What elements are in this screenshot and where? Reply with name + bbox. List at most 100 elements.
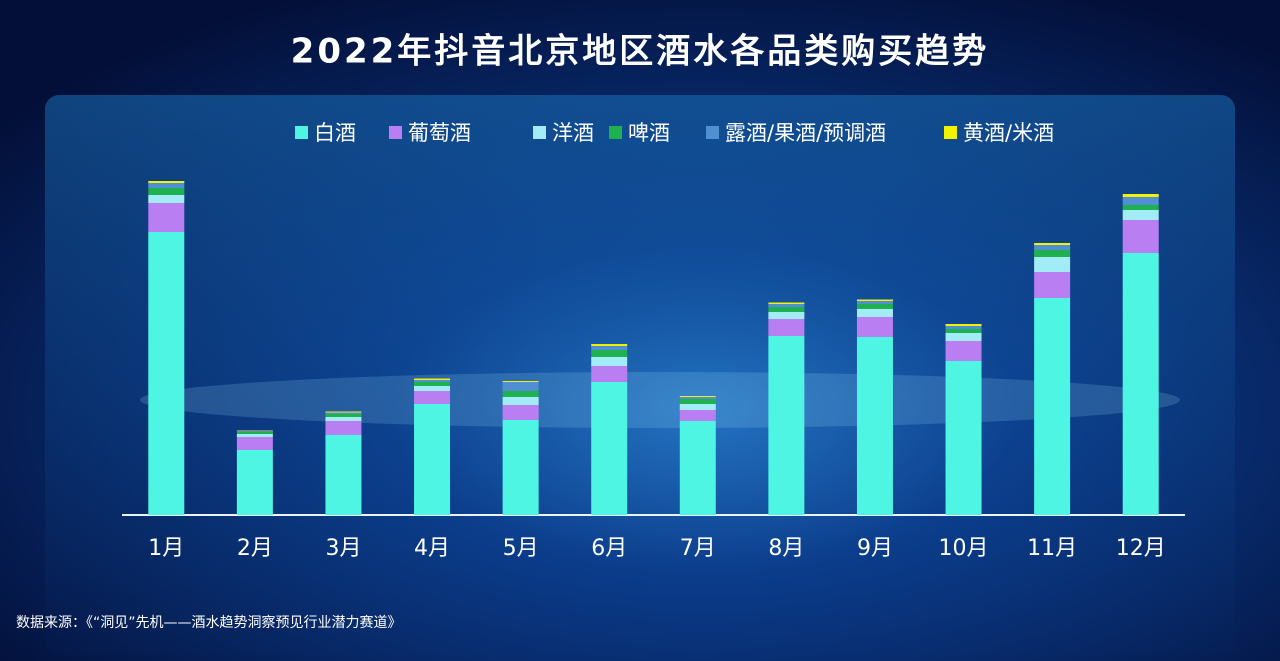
bar-segment xyxy=(1122,220,1159,253)
bar-segment xyxy=(945,326,982,329)
bar-segment xyxy=(856,301,893,304)
bar-segment xyxy=(414,391,451,404)
x-tick-label: 6月 xyxy=(591,536,627,561)
bar-segment xyxy=(502,397,539,405)
x-tick-label: 4月 xyxy=(414,536,450,561)
x-tick-label: 11月 xyxy=(1027,536,1077,561)
bar-segment xyxy=(414,404,451,515)
x-tick-label: 12月 xyxy=(1116,536,1166,561)
bar-segment xyxy=(768,307,805,312)
bar-segment xyxy=(148,183,185,188)
bar-segment xyxy=(502,420,539,515)
bar-segment xyxy=(945,324,982,326)
bar-segment xyxy=(1122,210,1159,220)
bar-segment xyxy=(236,430,273,431)
bar-segment xyxy=(1034,272,1071,298)
bar-segment xyxy=(148,203,185,232)
bar-segment xyxy=(1034,250,1071,257)
bar-segment xyxy=(945,361,982,515)
bar-segment xyxy=(325,411,362,413)
x-tick-label: 9月 xyxy=(857,536,893,561)
bar-segment xyxy=(502,391,539,397)
legend-swatch xyxy=(389,126,402,139)
bar-segment xyxy=(236,450,273,515)
bar-segment xyxy=(1122,194,1159,197)
bar-segment xyxy=(591,357,628,366)
bar-segment xyxy=(325,414,362,417)
bar-segment xyxy=(236,431,273,432)
bar-segment xyxy=(679,396,716,397)
bar-segment xyxy=(856,309,893,317)
bar-segment xyxy=(768,336,805,515)
bar-segment xyxy=(856,337,893,515)
x-tick-label: 1月 xyxy=(148,536,184,561)
bar-segment xyxy=(502,405,539,420)
bar-segment xyxy=(679,421,716,515)
bar-segment xyxy=(856,317,893,337)
bar-segment xyxy=(945,329,982,333)
bar-segment xyxy=(591,350,628,357)
bar-segment xyxy=(768,304,805,307)
bar-segment xyxy=(591,344,628,346)
bar-segment xyxy=(856,299,893,301)
legend-swatch xyxy=(609,126,622,139)
bar-segment xyxy=(591,382,628,515)
bar-segment xyxy=(414,378,451,380)
bar-segment xyxy=(325,417,362,421)
bar-segment xyxy=(679,397,716,399)
legend-swatch xyxy=(706,126,719,139)
bar-segment xyxy=(679,399,716,404)
bar-segment xyxy=(236,437,273,450)
bar-segment xyxy=(325,412,362,414)
legend-label: 露酒/果酒/预调酒 xyxy=(725,121,886,145)
bar-segment xyxy=(679,404,716,410)
bar-segment xyxy=(414,382,451,386)
legend-swatch xyxy=(944,126,957,139)
bar-segment xyxy=(148,232,185,515)
bar-segment xyxy=(768,302,805,304)
bar-segment xyxy=(325,435,362,515)
chart-title: 2022年抖音北京地区酒水各品类购买趋势 xyxy=(291,32,990,72)
bar-segment xyxy=(148,181,185,183)
bar-segment xyxy=(236,434,273,437)
bar-segment xyxy=(945,333,982,341)
legend-swatch xyxy=(533,126,546,139)
bar-segment xyxy=(1122,197,1159,205)
bar-segment xyxy=(325,421,362,435)
bar-segment xyxy=(414,386,451,391)
legend-label: 葡萄酒 xyxy=(408,121,471,145)
bar-segment xyxy=(1122,253,1159,515)
bar-segment xyxy=(591,346,628,350)
legend-swatch xyxy=(295,126,308,139)
bar-segment xyxy=(148,195,185,203)
legend-label: 白酒 xyxy=(314,121,356,145)
bar-segment xyxy=(591,366,628,382)
bar-segment xyxy=(502,382,539,391)
bar-segment xyxy=(1034,243,1071,245)
bar-segment xyxy=(768,312,805,319)
x-tick-label: 3月 xyxy=(325,536,361,561)
legend-label: 黄酒/米酒 xyxy=(963,121,1054,145)
x-tick-label: 5月 xyxy=(503,536,539,561)
legend-label: 洋酒 xyxy=(552,121,594,145)
bar-segment xyxy=(414,380,451,382)
bar-segment xyxy=(945,341,982,361)
bar-segment xyxy=(1034,257,1071,272)
x-tick-label: 7月 xyxy=(680,536,716,561)
glow xyxy=(140,372,1180,428)
bar-segment xyxy=(856,304,893,309)
x-tick-label: 10月 xyxy=(939,536,989,561)
source-note: 数据来源：《“洞见”先机——酒水趋势洞察预见行业潜力赛道》 xyxy=(16,614,402,631)
bar-segment xyxy=(679,410,716,421)
legend-label: 啤酒 xyxy=(628,121,670,145)
x-tick-label: 8月 xyxy=(768,536,804,561)
x-tick-label: 2月 xyxy=(237,536,273,561)
bar-segment xyxy=(1034,298,1071,515)
bar-segment xyxy=(768,319,805,336)
bar-segment xyxy=(148,188,185,195)
bar-segment xyxy=(502,381,539,382)
bar-segment xyxy=(1122,205,1159,210)
bar-segment xyxy=(236,432,273,434)
bar-segment xyxy=(1034,245,1071,250)
